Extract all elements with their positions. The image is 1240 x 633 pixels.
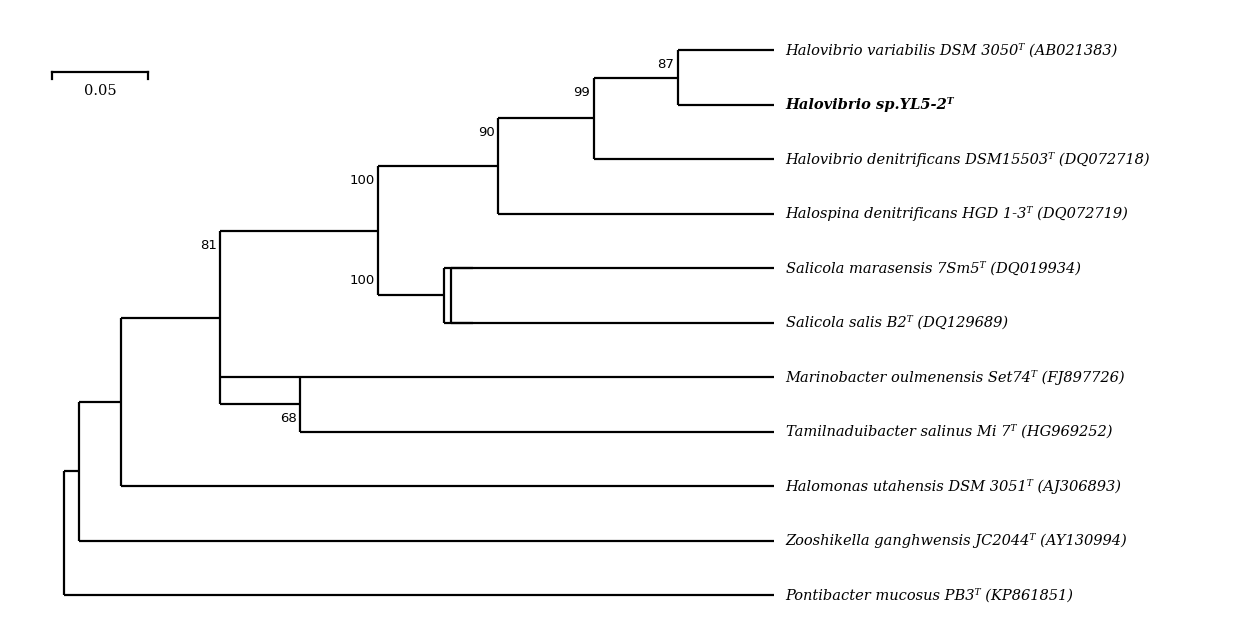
Text: Salicola salis B2ᵀ (DQ129689): Salicola salis B2ᵀ (DQ129689): [785, 315, 1008, 330]
Text: 68: 68: [280, 413, 296, 425]
Text: 81: 81: [200, 239, 217, 252]
Text: 100: 100: [350, 274, 374, 287]
Text: 87: 87: [657, 58, 675, 72]
Text: Halovibrio variabilis DSM 3050ᵀ (AB021383): Halovibrio variabilis DSM 3050ᵀ (AB02138…: [785, 43, 1118, 58]
Text: Salicola marasensis 7Sm5ᵀ (DQ019934): Salicola marasensis 7Sm5ᵀ (DQ019934): [785, 261, 1080, 275]
Text: Marinobacter oulmenensis Set74ᵀ (FJ897726): Marinobacter oulmenensis Set74ᵀ (FJ89772…: [785, 370, 1125, 385]
Text: Pontibacter mucosus PB3ᵀ (KP861851): Pontibacter mucosus PB3ᵀ (KP861851): [785, 588, 1074, 602]
Text: 100: 100: [350, 174, 374, 187]
Text: Halovibrio sp.YL5-2ᵀ: Halovibrio sp.YL5-2ᵀ: [785, 97, 954, 112]
Text: Zooshikella ganghwensis JC2044ᵀ (AY130994): Zooshikella ganghwensis JC2044ᵀ (AY13099…: [785, 533, 1127, 548]
Text: Tamilnaduibacter salinus Mi 7ᵀ (HG969252): Tamilnaduibacter salinus Mi 7ᵀ (HG969252…: [785, 425, 1112, 439]
Text: Halomonas utahensis DSM 3051ᵀ (AJ306893): Halomonas utahensis DSM 3051ᵀ (AJ306893): [785, 479, 1121, 494]
Text: Halovibrio denitrificans DSM15503ᵀ (DQ072718): Halovibrio denitrificans DSM15503ᵀ (DQ07…: [785, 152, 1151, 166]
Text: 90: 90: [477, 127, 495, 139]
Text: 0.05: 0.05: [84, 84, 117, 98]
Text: Halospina denitrificans HGD 1-3ᵀ (DQ072719): Halospina denitrificans HGD 1-3ᵀ (DQ0727…: [785, 206, 1128, 221]
Text: 99: 99: [574, 85, 590, 99]
